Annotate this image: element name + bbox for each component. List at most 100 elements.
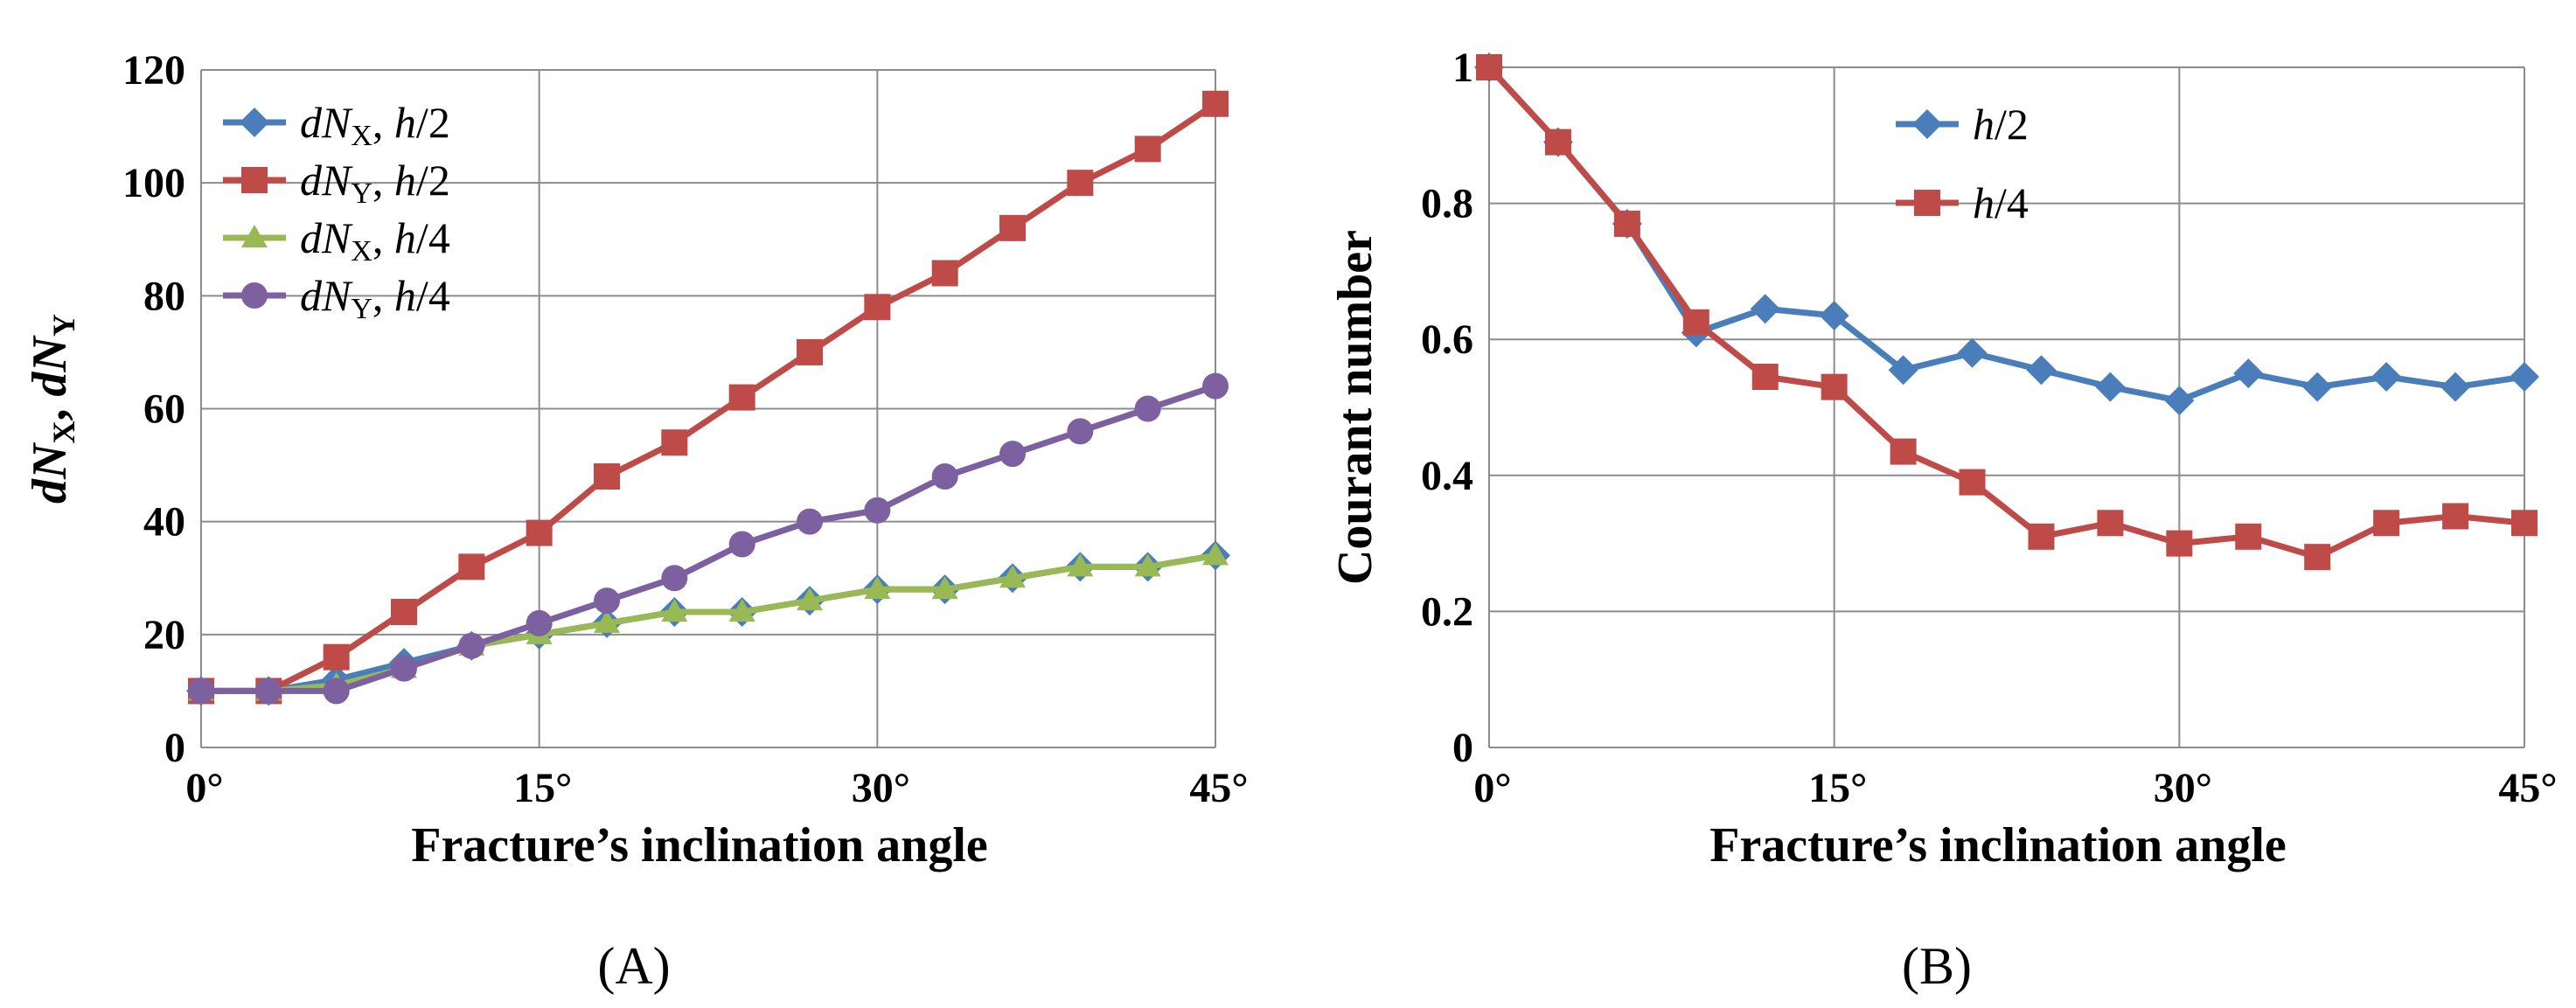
data-point: [931, 260, 958, 287]
legend-label-part: ,: [372, 98, 394, 147]
legend-label-part: /2: [416, 156, 450, 205]
legend-item: dNX, h/2: [223, 98, 450, 152]
panel-label: (B): [1902, 937, 1972, 995]
y-axis-title-part: N: [23, 441, 77, 480]
data-point: [323, 678, 350, 705]
series-2: [1476, 54, 2538, 571]
legend-item: h/4: [1896, 178, 2029, 227]
y-tick-label: 1: [1452, 45, 1473, 91]
data-point: [797, 508, 823, 535]
legend-label-part: N: [321, 271, 353, 320]
y-axis-title: dNX, dNY: [23, 314, 81, 504]
legend-label-sub: X: [351, 235, 372, 268]
legend-label-part: d: [300, 213, 323, 262]
legend-label-part: /2: [416, 98, 450, 147]
x-axis-title: Fracture’s inclination angle: [1709, 818, 2287, 872]
data-point: [1202, 542, 1229, 566]
data-point: [797, 587, 823, 611]
data-point: [1067, 553, 1094, 577]
legend-label: h/4: [1973, 178, 2029, 227]
legend-label-part: /4: [416, 213, 450, 262]
data-point: [2166, 530, 2193, 557]
data-point: [594, 463, 620, 490]
x-tick-label: 15°: [513, 765, 572, 811]
data-point: [1067, 418, 1094, 445]
data-point: [2440, 372, 2471, 402]
y-tick-label: 40: [143, 499, 185, 546]
legend-label-part: d: [300, 156, 323, 205]
data-point: [2028, 523, 2055, 550]
legend-label: h/2: [1973, 100, 2029, 149]
legend-label-sub: Y: [351, 293, 372, 325]
data-point: [999, 441, 1026, 468]
legend: h/2 h/4: [1896, 100, 2029, 227]
data-point: [2304, 544, 2331, 571]
legend-label-part: ,: [372, 213, 394, 262]
data-point: [931, 463, 958, 490]
legend-label-sub: X: [351, 120, 372, 152]
legend-swatch-marker: [241, 225, 268, 247]
legend-label-part: /4: [416, 271, 450, 320]
data-point: [2026, 355, 2057, 386]
data-point: [728, 384, 755, 411]
data-point: [2510, 361, 2539, 392]
data-point: [1959, 469, 1986, 496]
legend-item: h/2: [1896, 100, 2029, 149]
data-point: [728, 531, 755, 558]
y-tick-label: 100: [122, 160, 185, 206]
data-point: [2511, 510, 2538, 537]
data-point: [2235, 523, 2262, 550]
chart-b: 0 0.2 0.4 0.6 0.8 1 0° 15° 30° 45° Fracture’s incl…: [1328, 45, 2558, 995]
data-point: [1067, 170, 1094, 197]
data-point: [594, 609, 620, 633]
data-point: [1751, 363, 1779, 390]
data-point: [1134, 395, 1161, 422]
legend-label-part: d: [300, 98, 323, 147]
legend-label-part: N: [321, 156, 353, 205]
data-point: [2442, 503, 2469, 530]
y-tick-label: 0.2: [1421, 588, 1473, 635]
data-point: [2373, 510, 2400, 537]
legend-swatch-marker: [1912, 109, 1942, 139]
legend-label-part: /2: [1995, 100, 2029, 149]
data-point: [1819, 300, 1849, 330]
y-axis-title: Courant number: [1328, 230, 1382, 585]
data-point: [931, 576, 958, 600]
data-point: [2371, 361, 2402, 392]
x-axis-title: Fracture’s inclination angle: [411, 818, 988, 872]
y-axis-title-part: d: [23, 478, 77, 504]
legend-swatch-marker: [241, 282, 268, 309]
data-point: [2302, 372, 2333, 402]
data-point: [1957, 337, 1988, 368]
legend-label: dNX, h/4: [300, 213, 450, 268]
legend-label-part: h: [394, 271, 416, 320]
legend-label-part: h: [394, 156, 416, 205]
y-tick-label: 120: [122, 47, 185, 94]
data-point: [864, 576, 891, 600]
data-point: [1890, 438, 1917, 465]
legend-swatch-marker: [1914, 190, 1940, 216]
data-point: [1544, 129, 1571, 156]
data-point: [864, 497, 891, 524]
legend-label-part: h: [394, 98, 416, 147]
panel-label: (A): [597, 937, 670, 995]
x-tick-label: 30°: [852, 765, 910, 811]
x-tick-label: 15°: [1808, 765, 1867, 811]
y-axis-title-sub: X: [46, 421, 81, 444]
data-point: [2164, 386, 2195, 416]
data-point: [594, 587, 620, 615]
legend-label-part: h: [1973, 178, 1995, 227]
x-tick-label: 45°: [2498, 765, 2557, 811]
legend-label-part: N: [321, 98, 353, 147]
series-line: [201, 383, 1217, 694]
data-point: [188, 678, 214, 705]
data-point: [1682, 309, 1709, 336]
y-tick-label: 0: [1452, 725, 1473, 771]
data-point: [1202, 372, 1229, 400]
legend-label-sub: Y: [351, 177, 372, 210]
legend-label-part: d: [300, 271, 323, 320]
data-point: [999, 565, 1026, 588]
data-point: [1821, 373, 1848, 400]
